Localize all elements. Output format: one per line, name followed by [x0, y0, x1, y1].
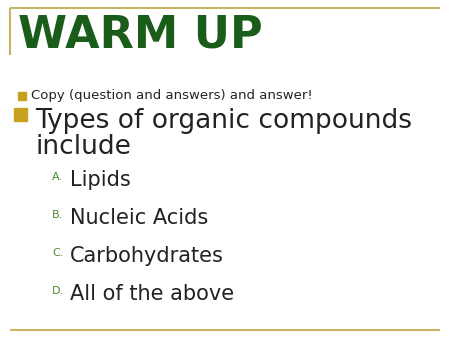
- Text: Types of organic compounds: Types of organic compounds: [35, 108, 412, 134]
- Text: Carbohydrates: Carbohydrates: [70, 246, 224, 266]
- Text: WARM UP: WARM UP: [18, 14, 263, 57]
- Text: Nucleic Acids: Nucleic Acids: [70, 208, 208, 228]
- Text: All of the above: All of the above: [70, 284, 234, 304]
- Text: include: include: [35, 134, 131, 160]
- Bar: [14, 108, 27, 121]
- Text: Lipids: Lipids: [70, 170, 131, 190]
- Text: D.: D.: [52, 286, 64, 296]
- Text: B.: B.: [52, 210, 63, 220]
- Text: C.: C.: [52, 248, 63, 258]
- Text: A.: A.: [52, 172, 63, 182]
- Bar: [18, 92, 26, 100]
- Text: Copy (question and answers) and answer!: Copy (question and answers) and answer!: [31, 90, 313, 102]
